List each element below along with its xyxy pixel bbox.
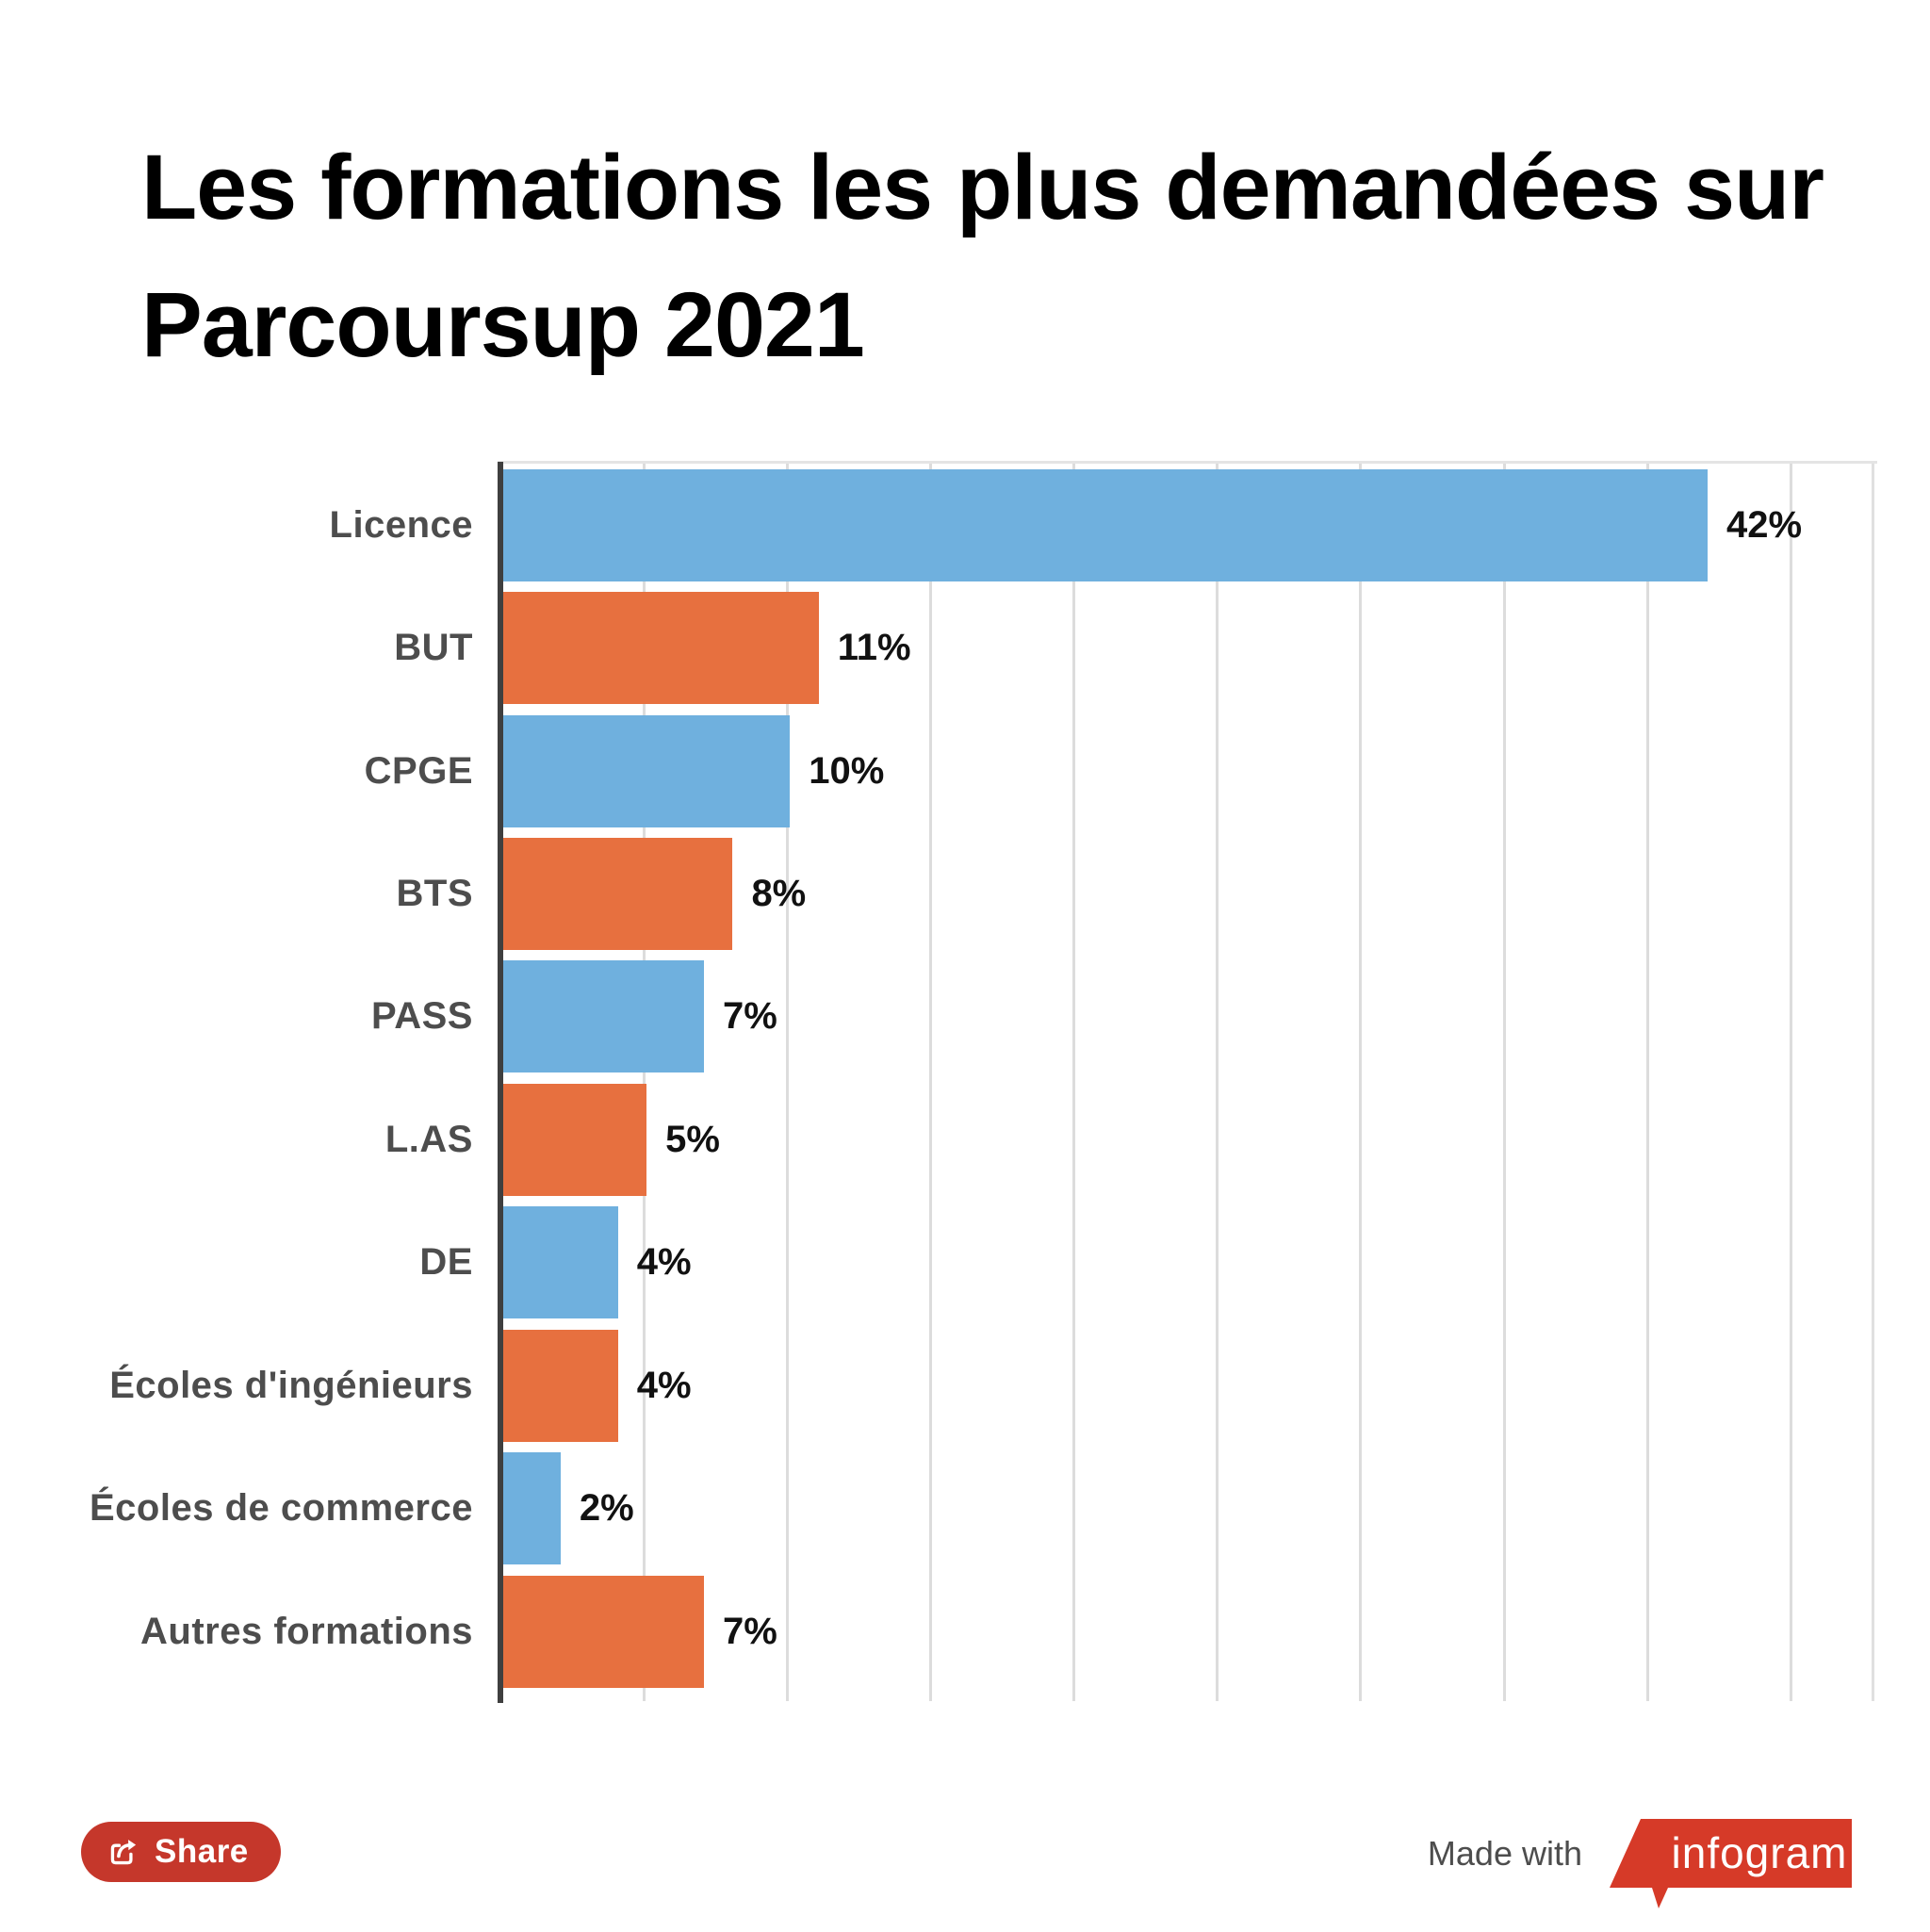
category-label: BUT	[394, 627, 473, 669]
gridline-40pct	[1645, 464, 1649, 1701]
bar-row-6: DE 4%	[0, 1202, 1930, 1324]
value-label: 11%	[837, 627, 911, 669]
bar-row-7: Écoles d'ingénieurs 4%	[0, 1324, 1930, 1447]
gridline-10pct	[785, 464, 789, 1701]
value-label: 4%	[636, 1241, 692, 1284]
gridline-30pct	[1359, 464, 1363, 1701]
value-label: 7%	[723, 1610, 777, 1652]
value-label: 42%	[1726, 503, 1803, 546]
bar--coles-d-ing-nieurs[interactable]	[503, 1329, 618, 1442]
gridline-35pct	[1502, 464, 1506, 1701]
bar-licence[interactable]	[503, 468, 1709, 581]
bar-autres-formations[interactable]	[503, 1575, 704, 1688]
share-button[interactable]: Share	[81, 1822, 281, 1882]
y-axis-line	[498, 462, 503, 1703]
gridline-45pct	[1789, 464, 1792, 1701]
value-label: 2%	[579, 1487, 634, 1530]
gridline-5pct	[642, 464, 646, 1701]
chart-title: Les formations les plus demandées sur Pa…	[141, 136, 1824, 376]
value-label: 4%	[636, 1364, 692, 1406]
bar-row-3: BTS 8%	[0, 832, 1930, 955]
gridline-20pct	[1072, 464, 1076, 1701]
value-label: 8%	[751, 873, 807, 915]
made-with-attribution: Made with infogram	[1428, 1819, 1852, 1909]
bar-pass[interactable]	[503, 960, 704, 1073]
bar-de[interactable]	[503, 1206, 618, 1319]
bar-bts[interactable]	[503, 838, 733, 951]
bar-row-9: Autres formations 7%	[0, 1570, 1930, 1693]
bar-row-1: BUT 11%	[0, 586, 1930, 709]
bar-but[interactable]	[503, 592, 819, 705]
category-label: CPGE	[364, 749, 473, 792]
gridline-25pct	[1216, 464, 1219, 1701]
bar-row-8: Écoles de commerce 2%	[0, 1448, 1930, 1570]
bar-row-4: PASS 7%	[0, 956, 1930, 1078]
category-label: Autres formations	[140, 1610, 473, 1652]
plot-top-border	[498, 461, 1877, 464]
made-with-label: Made with	[1427, 1833, 1582, 1873]
category-label: Écoles d'ingénieurs	[109, 1364, 473, 1406]
bar-row-5: L.AS 5%	[0, 1078, 1930, 1201]
infogram-logo[interactable]: infogram	[1605, 1819, 1852, 1909]
bar-cpge[interactable]	[503, 714, 791, 827]
gridline-15pct	[928, 464, 932, 1701]
plot-right-border	[1872, 464, 1874, 1701]
value-label: 7%	[723, 995, 777, 1038]
bar-l-as[interactable]	[503, 1083, 647, 1196]
share-icon	[110, 1840, 137, 1865]
bar--coles-de-commerce[interactable]	[503, 1452, 561, 1565]
category-label: Licence	[329, 503, 473, 546]
share-button-label: Share	[155, 1833, 249, 1870]
category-label: Écoles de commerce	[90, 1487, 473, 1530]
category-label: DE	[419, 1241, 473, 1284]
bar-rows: Licence 42% BUT 11% CPGE 10% BTS 8% PASS 7% L.AS 5%…	[0, 464, 1930, 1693]
category-label: BTS	[396, 873, 473, 915]
svg-text:infogram: infogram	[1672, 1828, 1848, 1877]
category-label: L.AS	[384, 1118, 473, 1160]
bar-row-0: Licence 42%	[0, 464, 1930, 586]
value-label: 5%	[665, 1118, 720, 1160]
bar-row-2: CPGE 10%	[0, 710, 1930, 832]
category-label: PASS	[371, 995, 473, 1038]
value-label: 10%	[809, 749, 885, 792]
